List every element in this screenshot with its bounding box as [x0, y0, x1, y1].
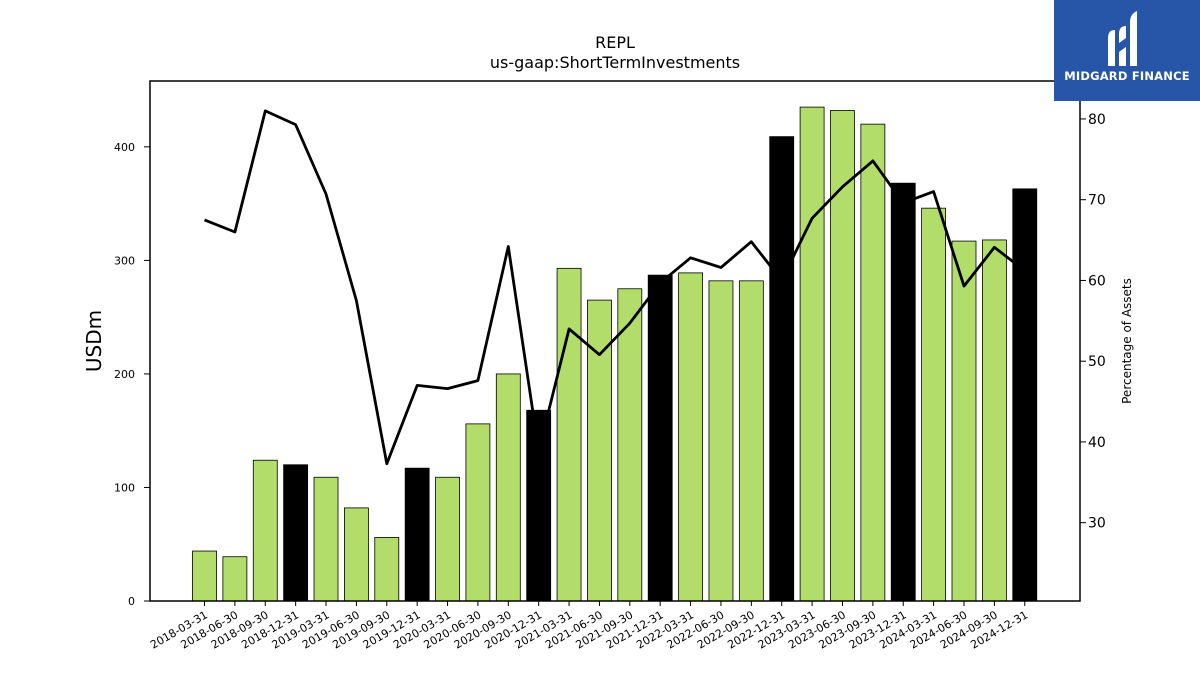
y-right-tick-label: 40: [1088, 435, 1106, 451]
bar-2020-03-31: [435, 476, 460, 602]
y-tick-label: 300: [114, 254, 135, 267]
bar-2022-03-31: [678, 272, 703, 602]
midgard-logo-icon: [1108, 11, 1137, 66]
bar-2018-03-31: [192, 550, 217, 602]
bar-2019-03-31: [313, 476, 339, 602]
bar-2023-06-30: [830, 110, 855, 602]
y-tick-label: 200: [114, 368, 135, 381]
percentage-of-assets-line: [203, 109, 1026, 466]
y-right-tick-label: 70: [1088, 193, 1106, 209]
bar-2019-06-30: [343, 507, 369, 602]
bar-2023-12-31: [890, 182, 916, 602]
bar-2018-12-31: [283, 464, 309, 602]
y-right-tick-label: 50: [1088, 354, 1106, 370]
bar-2024-09-30: [981, 239, 1007, 602]
bar-2023-09-30: [860, 123, 886, 602]
line-series: [203, 109, 1026, 466]
bar-2020-06-30: [465, 423, 491, 602]
bar-2019-12-31: [404, 467, 430, 602]
chart-title: REPL: [595, 33, 635, 52]
y-axis-right-label: Percentage of Assets: [1120, 278, 1134, 404]
chart-subtitle: us-gaap:ShortTermInvestments: [490, 53, 740, 72]
bar-2024-12-31: [1012, 188, 1038, 602]
bar-2022-06-30: [708, 280, 734, 602]
y-right-tick-label: 60: [1088, 273, 1106, 289]
bar-2022-09-30: [738, 280, 764, 602]
bar-2021-03-31: [556, 267, 582, 602]
y-right-tick-label: 80: [1088, 112, 1106, 128]
y-tick-label: 400: [114, 141, 135, 154]
bar-series: [192, 106, 1038, 602]
bar-2020-12-31: [526, 409, 552, 602]
y-tick-label: 100: [114, 481, 135, 494]
plot-frame: [149, 80, 1081, 602]
x-axis: 2018-03-312018-06-302018-09-302018-12-31…: [148, 601, 1030, 652]
bar-2020-09-30: [495, 373, 521, 602]
bar-2021-09-30: [617, 288, 643, 602]
y-axis-left: 0 100 200 300 400: [114, 141, 150, 608]
bar-2018-09-30: [252, 459, 278, 602]
bar-2022-12-31: [769, 136, 795, 602]
bar-2024-06-30: [951, 240, 977, 602]
bar-2019-09-30: [374, 537, 400, 602]
bar-2024-03-31: [921, 207, 947, 602]
bar-2018-06-30: [222, 556, 248, 602]
bar-2021-06-30: [587, 299, 612, 602]
bar-2023-03-31: [799, 106, 825, 602]
y-axis-right: 30 40 50 60 70 80: [1080, 112, 1106, 532]
bar-2021-12-31: [647, 274, 673, 602]
logo-text: MIDGARD FINANCE: [1064, 69, 1190, 83]
y-tick-label: 0: [128, 595, 135, 608]
midgard-finance-logo: MIDGARD FINANCE: [1054, 0, 1200, 101]
y-axis-left-label: USDm: [82, 310, 106, 372]
y-right-tick-label: 30: [1088, 516, 1106, 532]
